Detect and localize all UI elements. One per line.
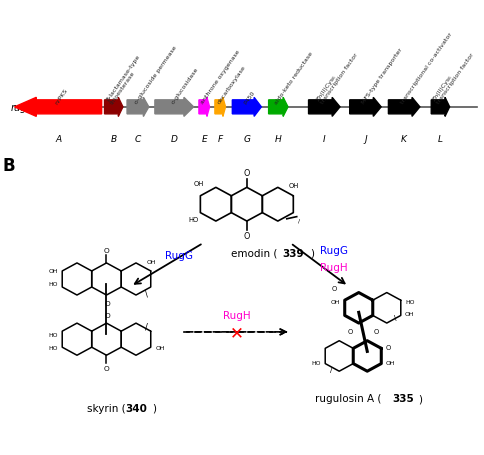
Text: /: /: [330, 366, 333, 372]
Text: RugH: RugH: [223, 311, 251, 321]
Text: O: O: [348, 329, 353, 334]
Text: HO: HO: [405, 299, 415, 304]
FancyArrow shape: [127, 98, 149, 117]
Text: L: L: [438, 135, 443, 144]
Text: RugG: RugG: [165, 250, 193, 260]
Text: O: O: [104, 248, 109, 254]
FancyArrow shape: [232, 98, 261, 117]
Text: HO: HO: [48, 282, 58, 287]
FancyArrow shape: [389, 98, 420, 117]
Text: decarboxylase: decarboxylase: [216, 65, 246, 105]
Text: /: /: [298, 218, 300, 223]
Text: RugH: RugH: [320, 263, 348, 273]
Text: β-lactamase-type
thioesterase: β-lactamase-type thioesterase: [105, 54, 145, 105]
Text: MFS-type transporter: MFS-type transporter: [362, 48, 404, 105]
Text: HO: HO: [311, 360, 321, 365]
Text: anthrone oxygenase: anthrone oxygenase: [200, 50, 242, 105]
Text: HO: HO: [48, 332, 58, 337]
FancyArrow shape: [105, 98, 123, 117]
Text: P450: P450: [243, 90, 256, 105]
Text: 339: 339: [282, 248, 303, 258]
Text: OH: OH: [48, 269, 58, 274]
FancyArrow shape: [155, 98, 194, 117]
Text: A: A: [55, 135, 61, 144]
Text: B: B: [111, 135, 117, 144]
FancyArrow shape: [15, 98, 102, 117]
Text: ): ): [418, 394, 422, 404]
FancyArrow shape: [309, 98, 340, 117]
Text: I: I: [323, 135, 326, 144]
Text: OH: OH: [289, 182, 299, 188]
Text: O: O: [104, 365, 109, 371]
Text: \: \: [145, 288, 148, 298]
Text: RugG: RugG: [320, 246, 348, 256]
Text: OH: OH: [386, 360, 395, 365]
Text: \: \: [393, 314, 396, 320]
Text: O: O: [243, 232, 250, 241]
Text: skyrin (: skyrin (: [87, 403, 126, 413]
Text: F: F: [218, 135, 223, 144]
Text: rug: rug: [10, 103, 27, 112]
Text: o-glucosidase: o-glucosidase: [170, 67, 199, 105]
Text: O: O: [105, 313, 110, 318]
Text: B: B: [2, 157, 15, 175]
Text: Zn(II)Cys₆
transcription factor: Zn(II)Cys₆ transcription factor: [432, 49, 475, 105]
Text: 335: 335: [392, 394, 413, 404]
FancyArrow shape: [349, 98, 381, 117]
Text: nrPKS: nrPKS: [54, 87, 69, 105]
Text: OH: OH: [193, 181, 203, 187]
Text: emodin (: emodin (: [231, 248, 277, 258]
Text: o-glucoside permease: o-glucoside permease: [134, 46, 178, 105]
Text: HO: HO: [48, 345, 58, 350]
Text: transcriptional co-activator: transcriptional co-activator: [400, 32, 454, 105]
Text: ): ): [310, 248, 314, 258]
FancyArrow shape: [431, 98, 450, 117]
FancyArrow shape: [215, 98, 226, 117]
Text: HO: HO: [188, 217, 198, 222]
Text: /: /: [145, 321, 148, 330]
Text: D: D: [171, 135, 178, 144]
Text: OH: OH: [155, 345, 165, 350]
Text: K: K: [401, 135, 407, 144]
Text: OH: OH: [147, 260, 156, 265]
Text: O: O: [105, 300, 110, 306]
FancyArrow shape: [199, 98, 210, 117]
Text: E: E: [201, 135, 207, 144]
Text: Zn(II)Cys₆
transcription factor: Zn(II)Cys₆ transcription factor: [316, 49, 359, 105]
Text: O: O: [243, 168, 250, 177]
Text: OH: OH: [331, 299, 340, 304]
Text: ): ): [152, 403, 156, 413]
FancyArrow shape: [269, 98, 288, 117]
Text: ✕: ✕: [230, 323, 244, 341]
Text: C: C: [135, 135, 141, 144]
Text: OH: OH: [405, 312, 415, 317]
Text: O: O: [373, 329, 378, 334]
Text: O: O: [332, 285, 337, 291]
Text: J: J: [364, 135, 367, 144]
Text: G: G: [243, 135, 250, 144]
Text: rugulosin A (: rugulosin A (: [315, 394, 382, 404]
Text: 340: 340: [125, 403, 148, 413]
Text: O: O: [386, 344, 391, 350]
Text: aldo-keto reductase: aldo-keto reductase: [274, 51, 315, 105]
Text: H: H: [275, 135, 282, 144]
